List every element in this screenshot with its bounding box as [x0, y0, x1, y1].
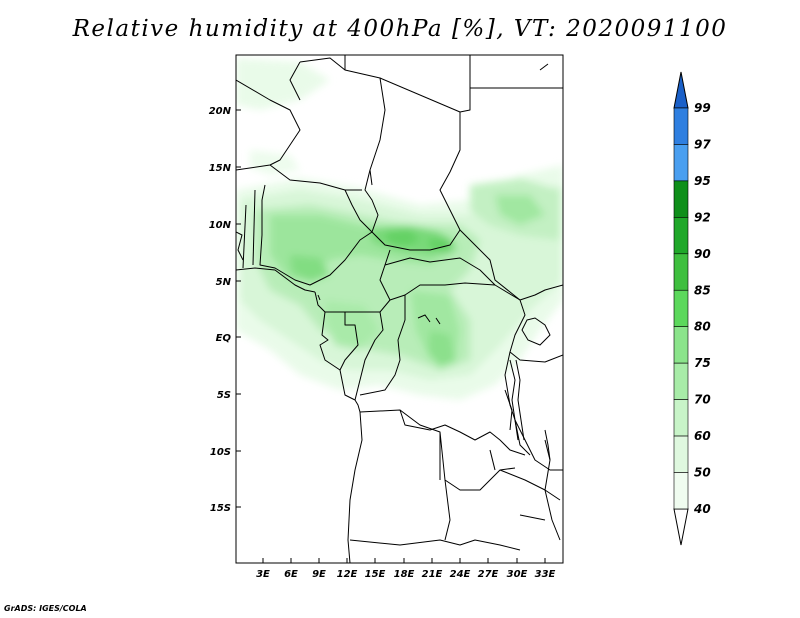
- colorbar-top-arrow: [673, 71, 689, 109]
- colorbar-label: 70: [694, 393, 711, 407]
- colorbar: 99 97 95 92 90 85 80 75 70 60 50 40: [673, 71, 711, 546]
- colorbar-segment: [673, 107, 689, 145]
- colorbar-label: 90: [694, 247, 711, 261]
- colorbar-segment: [673, 472, 689, 510]
- colorbar-label: 40: [693, 502, 711, 516]
- colorbar-segment: [673, 399, 689, 437]
- lon-label: 9E: [312, 569, 326, 580]
- lat-label: 5N: [216, 277, 232, 288]
- lon-label: 3E: [256, 569, 270, 580]
- colorbar-segment: [673, 180, 689, 218]
- axis-ticks: [236, 109, 546, 563]
- lon-label: 21E: [422, 569, 443, 580]
- colorbar-bottom-arrow: [673, 508, 689, 546]
- colorbar-label: 97: [694, 137, 711, 151]
- lon-label: 6E: [284, 569, 298, 580]
- colorbar-segment: [673, 253, 689, 291]
- colorbar-segment: [673, 217, 689, 255]
- colorbar-label: 99: [694, 101, 711, 115]
- lat-label: 20N: [209, 106, 232, 117]
- boundaries: [236, 55, 563, 563]
- latitude-labels: 20N 15N 10N 5N EQ 5S 10S 15S: [209, 106, 232, 514]
- colorbar-segment: [673, 326, 689, 364]
- grads-credit: GrADS: IGES/COLA: [4, 604, 87, 613]
- colorbar-label: 95: [694, 174, 711, 188]
- lat-label: 15S: [210, 503, 231, 514]
- colorbar-segment: [673, 144, 689, 182]
- lon-label: 18E: [394, 569, 415, 580]
- lat-label: 10N: [209, 220, 232, 231]
- colorbar-label: 50: [694, 466, 711, 480]
- lon-label: 27E: [478, 569, 499, 580]
- colorbar-label: 92: [694, 210, 711, 224]
- colorbar-segment: [673, 362, 689, 400]
- lat-label: 15N: [209, 163, 232, 174]
- colorbar-label: 75: [694, 356, 711, 370]
- colorbar-label: 60: [694, 429, 711, 443]
- lon-label: 15E: [365, 569, 386, 580]
- lon-label: 30E: [507, 569, 528, 580]
- colorbar-segment: [673, 435, 689, 473]
- map-title: Relative humidity at 400hPa [%], VT: 202…: [72, 16, 728, 42]
- map-frame: [235, 54, 564, 564]
- humidity-field: [236, 58, 563, 400]
- lat-label: 10S: [210, 447, 231, 458]
- lon-label: 12E: [337, 569, 358, 580]
- lon-label: 24E: [450, 569, 471, 580]
- colorbar-label: 85: [694, 283, 711, 297]
- lat-label: 5S: [217, 390, 231, 401]
- lakes: [317, 294, 551, 461]
- lon-label: 33E: [535, 569, 556, 580]
- longitude-labels: 3E 6E 9E 12E 15E 18E 21E 24E 27E 30E 33E: [256, 569, 555, 580]
- lat-label: EQ: [216, 333, 232, 344]
- colorbar-segment: [673, 289, 689, 328]
- colorbar-label: 80: [694, 320, 711, 334]
